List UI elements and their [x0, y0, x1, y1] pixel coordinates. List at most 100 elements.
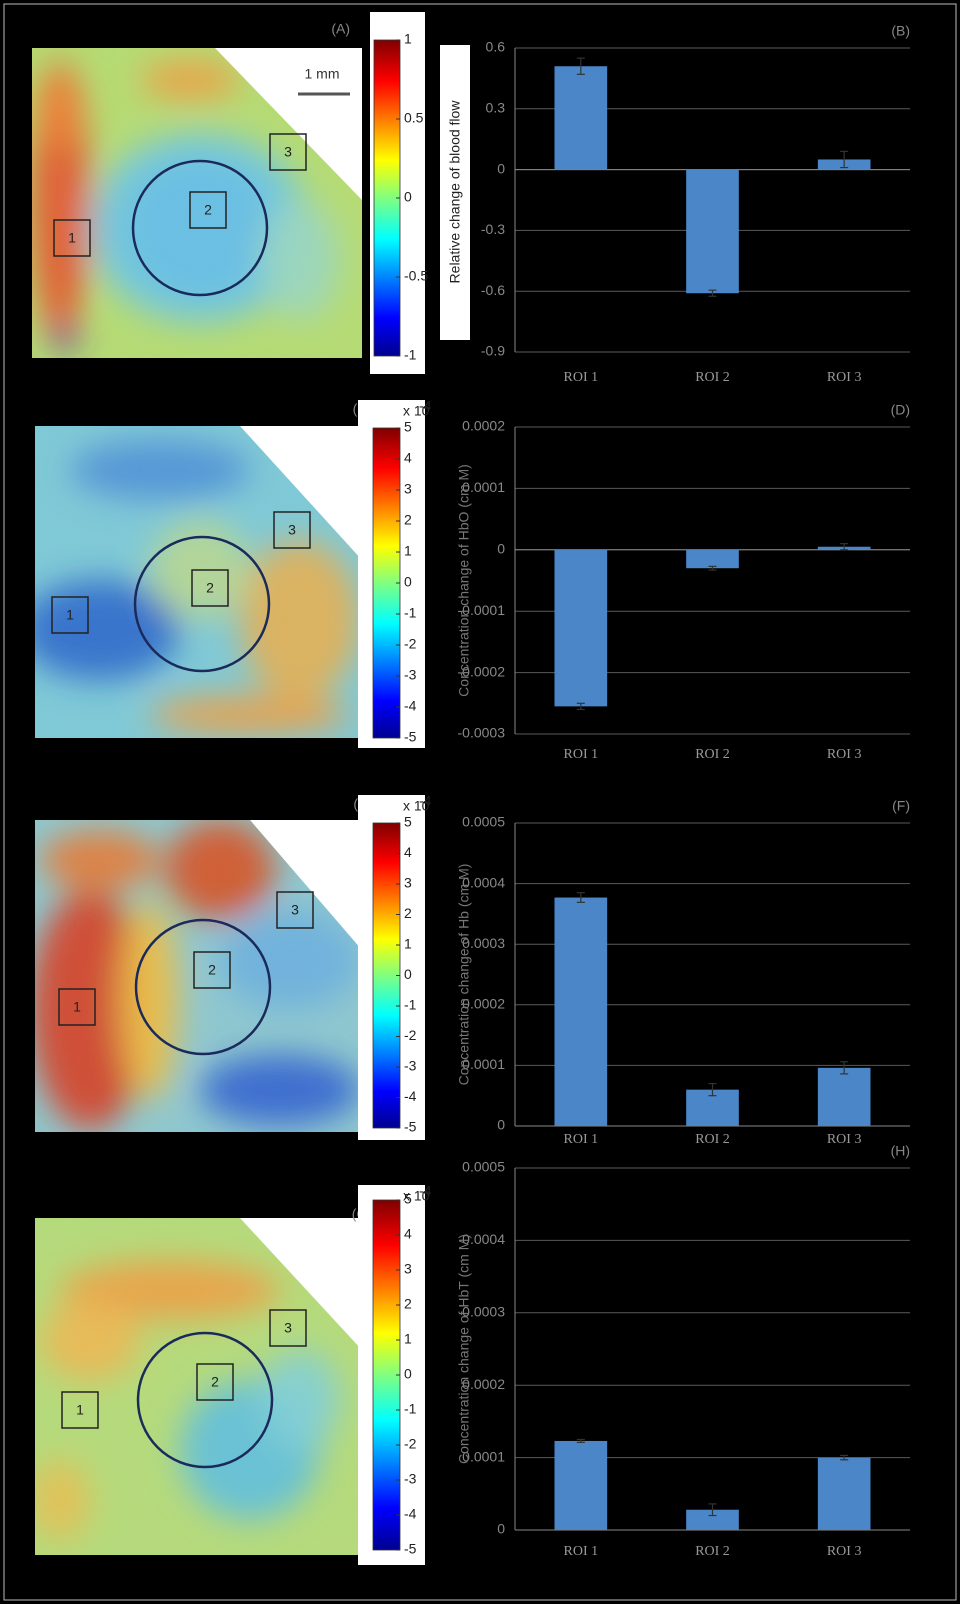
- y-tick-label: -0.9: [481, 343, 505, 359]
- colorbar-tick-label: -1: [404, 347, 417, 363]
- colorbar-tick-label: 0: [404, 189, 412, 205]
- colorbar-tick-label: -3: [404, 1471, 417, 1487]
- colorbar-tick-label: 2: [404, 512, 412, 528]
- colorbar-tick-label: 3: [404, 481, 412, 497]
- y-axis-label: Concentration change of HbT (cm M): [456, 1234, 472, 1464]
- y-tick-label: 0: [497, 1521, 505, 1537]
- panel-label: (A): [331, 21, 350, 37]
- colorbar: [373, 823, 400, 1128]
- scale-bar-label: 1 mm: [305, 66, 340, 82]
- colorbar-tick-label: -2: [404, 1436, 417, 1452]
- y-tick-label: 0: [497, 541, 505, 557]
- figure: 1 2 3 (A) 1 mm -1 -0.5 0 0.5 1 Relative change of …: [0, 0, 960, 1604]
- y-tick-label: 0.0005: [462, 814, 505, 830]
- x-tick-label: ROI 2: [695, 1132, 730, 1147]
- colorbar-tick-label: -0.5: [404, 268, 428, 284]
- colorbar-exponent: -4: [419, 793, 432, 809]
- colorbar-tick-label: -2: [404, 636, 417, 652]
- colorbar-tick-label: -5: [404, 1119, 417, 1135]
- colorbar-tick-label: 4: [404, 1226, 412, 1242]
- page: {"chart_data": [ {"type": "bar", "panel_…: [0, 0, 960, 1604]
- colorbar-tick-label: 0.5: [404, 110, 424, 126]
- y-tick-label: 0.0002: [462, 418, 505, 434]
- colorbar-tick-label: -4: [404, 1088, 417, 1104]
- colorbar-tick-label: 4: [404, 844, 412, 860]
- colorbar-tick-label: -5: [404, 1541, 417, 1557]
- roi-label: 2: [204, 202, 212, 218]
- x-tick-label: ROI 2: [695, 1544, 730, 1559]
- colorbar-tick-label: 5: [404, 419, 412, 435]
- panel-label: (F): [892, 798, 910, 814]
- panel-label: (B): [891, 23, 910, 39]
- colorbar-tick-label: -2: [404, 1027, 417, 1043]
- y-tick-label: 0: [497, 160, 505, 176]
- x-tick-label: ROI 3: [827, 1132, 862, 1147]
- bar: [555, 66, 608, 169]
- colorbar-tick-label: 1: [404, 543, 412, 559]
- colorbar-tick-label: 4: [404, 450, 412, 466]
- colorbar-tick-label: -1: [404, 605, 417, 621]
- y-tick-label: -0.0003: [458, 725, 506, 741]
- bar: [818, 1068, 871, 1126]
- roi-label: 3: [284, 144, 292, 160]
- y-tick-label: -0.3: [481, 221, 505, 237]
- panel-label: (H): [891, 1143, 910, 1159]
- x-tick-label: ROI 1: [564, 1132, 599, 1147]
- roi-label: 2: [211, 1374, 219, 1390]
- colorbar-tick-label: -1: [404, 997, 417, 1013]
- x-tick-label: ROI 1: [564, 747, 599, 762]
- colorbar-label: Relative change of blood flow: [447, 100, 463, 284]
- y-tick-label: -0.6: [481, 282, 505, 298]
- panel-label: (D): [891, 402, 910, 418]
- colorbar-tick-label: -3: [404, 1058, 417, 1074]
- roi-label: 1: [73, 999, 81, 1015]
- heatmap: [30, 1218, 362, 1555]
- y-axis-label: Concentration change of HbO (cm M): [456, 464, 472, 697]
- colorbar-tick-label: 0: [404, 966, 412, 982]
- colorbar: [373, 428, 400, 738]
- colorbar-tick-label: 2: [404, 905, 412, 921]
- x-tick-label: ROI 1: [564, 370, 599, 385]
- y-tick-label: 0.6: [486, 39, 506, 55]
- y-tick-label: 0: [497, 1117, 505, 1133]
- bar: [818, 1458, 871, 1530]
- roi-label: 3: [288, 522, 296, 538]
- roi-label: 2: [208, 962, 216, 978]
- colorbar-tick-label: -4: [404, 698, 417, 714]
- bar: [686, 550, 739, 568]
- x-tick-label: ROI 3: [827, 370, 862, 385]
- x-tick-label: ROI 2: [695, 370, 730, 385]
- x-tick-label: ROI 3: [827, 1544, 862, 1559]
- colorbar-tick-label: 1: [404, 936, 412, 952]
- roi-label: 1: [76, 1402, 84, 1418]
- bar: [555, 1441, 608, 1530]
- colorbar-tick-label: 2: [404, 1296, 412, 1312]
- y-tick-label: 0.3: [486, 100, 506, 116]
- colorbar-exponent: -4: [419, 1183, 432, 1199]
- heatmap: [20, 426, 362, 738]
- x-tick-label: ROI 2: [695, 747, 730, 762]
- colorbar-tick-label: -3: [404, 667, 417, 683]
- roi-label: 3: [284, 1320, 292, 1336]
- bar: [555, 550, 608, 707]
- colorbar-tick-label: 0: [404, 1366, 412, 1382]
- y-axis-label: Concentration change of Hb (cm M): [456, 864, 472, 1086]
- colorbar-tick-label: 3: [404, 875, 412, 891]
- colorbar-tick-label: 0: [404, 574, 412, 590]
- colorbar-tick-label: -4: [404, 1506, 417, 1522]
- bar: [686, 170, 739, 294]
- colorbar-tick-label: 1: [404, 31, 412, 47]
- bar: [555, 898, 608, 1126]
- heatmap: [30, 820, 362, 1132]
- x-tick-label: ROI 1: [564, 1544, 599, 1559]
- colorbar: [373, 1200, 400, 1550]
- colorbar-tick-label: 1: [404, 1331, 412, 1347]
- roi-label: 3: [291, 902, 299, 918]
- y-tick-label: 0.0005: [462, 1159, 505, 1175]
- colorbar-exponent: -4: [419, 398, 432, 414]
- x-tick-label: ROI 3: [827, 747, 862, 762]
- colorbar-tick-label: 5: [404, 814, 412, 830]
- colorbar-tick-label: -5: [404, 729, 417, 745]
- colorbar-tick-label: 3: [404, 1261, 412, 1277]
- roi-label: 1: [66, 607, 74, 623]
